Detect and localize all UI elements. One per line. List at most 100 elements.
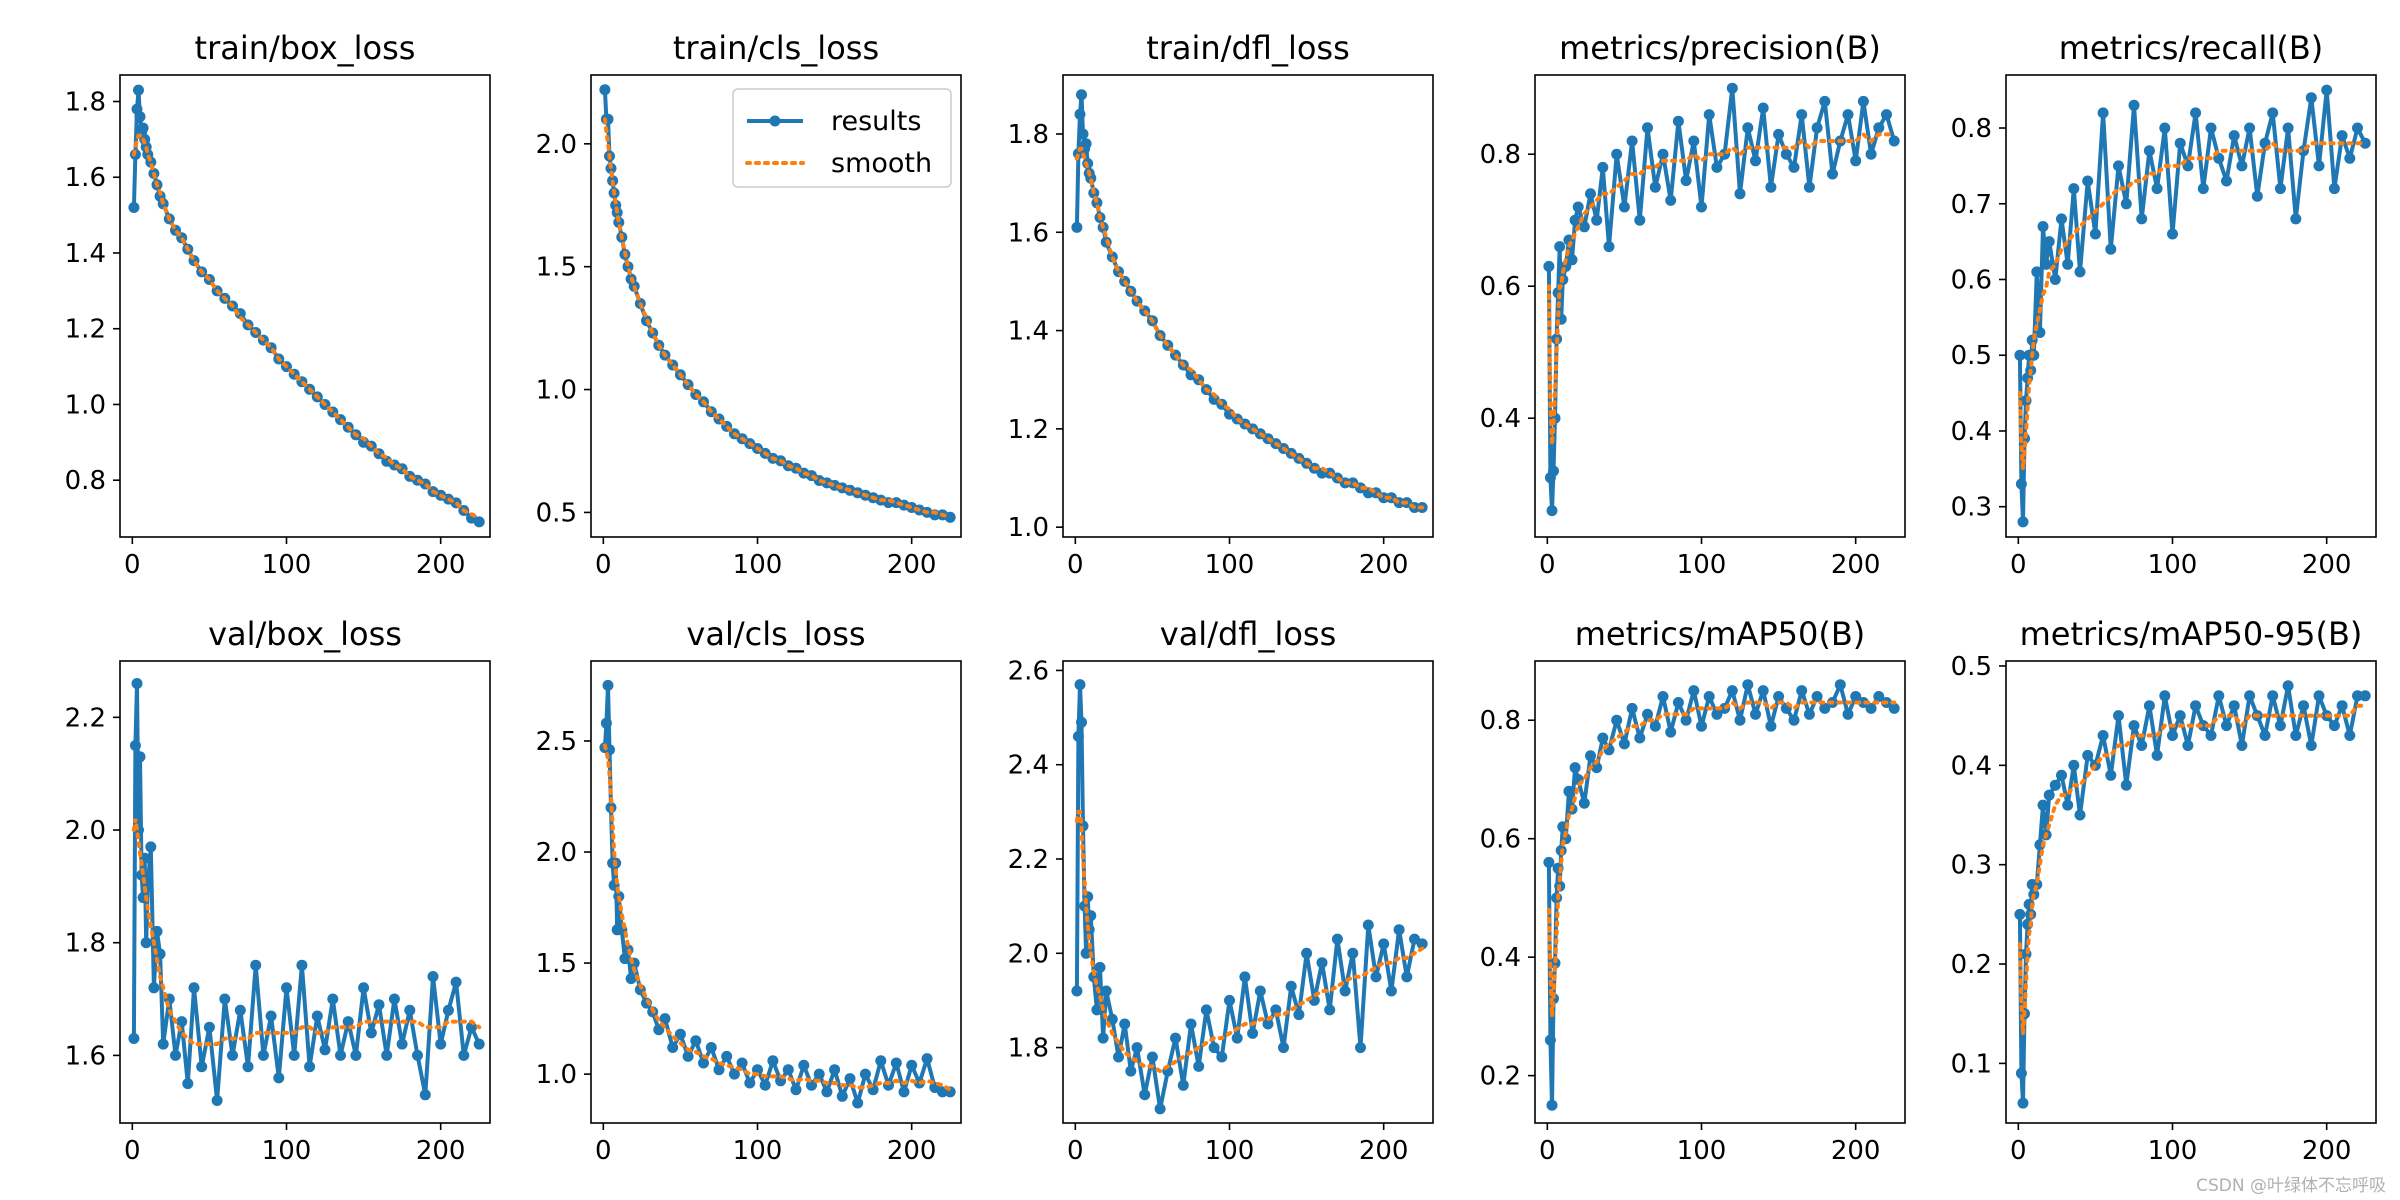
results-point (196, 1061, 208, 1073)
smooth-line (131, 133, 482, 521)
results-point (2205, 730, 2217, 741)
x-tick-label: 200 (887, 1136, 937, 1166)
x-tick-label: 200 (1359, 550, 1409, 580)
axes-frame (1534, 660, 1906, 1124)
results-point (1657, 691, 1669, 702)
results-point (1865, 148, 1877, 160)
results-point (129, 740, 141, 751)
results-point (2336, 130, 2348, 142)
results-point (1703, 691, 1715, 702)
results-point (1750, 155, 1761, 167)
y-tick-label: 0.3 (1951, 493, 1992, 523)
results-point (1711, 161, 1723, 173)
results-point (2244, 690, 2256, 702)
y-tick-label: 0.4 (1480, 404, 1521, 434)
x-tick-label: 0 (2010, 550, 2027, 580)
results-point (1597, 161, 1609, 173)
results-point (2105, 243, 2117, 255)
results-point (798, 1059, 810, 1071)
results-point (1819, 95, 1831, 107)
y-tick-label: 2.0 (1008, 939, 1049, 969)
results-point (2097, 107, 2109, 119)
results-point (1750, 708, 1761, 720)
results-point (1071, 221, 1083, 233)
smooth-line (1546, 699, 1897, 1017)
results-point (2074, 266, 2086, 278)
results-point (412, 1049, 423, 1061)
results-point (2167, 730, 2178, 741)
results-point (1355, 1042, 1366, 1054)
y-tick-label: 0.2 (1951, 950, 1992, 980)
results-point (2017, 1097, 2029, 1109)
x-tick-label: 100 (1677, 550, 1727, 580)
results-point (1239, 971, 1251, 983)
results-point (1672, 697, 1684, 708)
plot-title: metrics/mAP50(B) (1575, 615, 1866, 653)
results-point (1231, 1032, 1243, 1044)
results-point (1146, 1051, 1158, 1063)
results-point (365, 1027, 377, 1039)
results-point (2221, 175, 2232, 187)
results-point (1742, 122, 1754, 134)
x-tick-label: 0 (124, 1136, 141, 1166)
results-point (690, 1035, 702, 1047)
results-point (1378, 938, 1390, 950)
results-point (435, 1038, 447, 1050)
results-point (2159, 122, 2171, 134)
results-point (2274, 183, 2286, 195)
results-point (1113, 1051, 1124, 1063)
results-point (1665, 194, 1677, 206)
results-point (419, 1089, 431, 1101)
y-tick-label: 1.8 (65, 88, 106, 118)
results-point (2043, 236, 2055, 248)
results-point (1569, 214, 1581, 226)
plot-area (1543, 82, 1900, 517)
y-tick-label: 0.8 (1480, 140, 1521, 170)
results-point (1597, 732, 1609, 744)
results-point (875, 1055, 887, 1067)
results-point (1773, 691, 1785, 702)
results-point (2143, 700, 2155, 712)
results-point (1857, 95, 1869, 107)
y-tick-label: 2.0 (536, 838, 577, 868)
results-point (1131, 1042, 1143, 1054)
y-tick-label: 1.6 (1008, 218, 1049, 248)
results-point (1554, 241, 1566, 253)
results-point (1544, 1034, 1556, 1046)
x-tick-label: 100 (1205, 1136, 1255, 1166)
results-point (2043, 789, 2055, 801)
results-point (1393, 924, 1405, 936)
subplot-val-cls-loss: val/cls_loss 0 100 200 1.0 1.5 2.0 2.5 (536, 615, 962, 1166)
results-point (250, 959, 262, 971)
x-tick-label: 100 (1205, 550, 1255, 580)
results-point (1262, 1018, 1274, 1030)
plot-area (599, 679, 956, 1109)
results-point (148, 982, 160, 994)
results-point (1680, 175, 1692, 187)
watermark: CSDN @叶绿体不忘呼吸 (2196, 1176, 2386, 1196)
results-point (242, 1061, 254, 1073)
results-point (157, 1038, 169, 1050)
results-point (806, 1079, 817, 1091)
results-point (2031, 266, 2043, 278)
results-point (133, 84, 144, 96)
results-point (1734, 188, 1746, 200)
plot-area (2014, 680, 2371, 1109)
axes-frame (119, 74, 491, 538)
subplot-val-box-loss: val/box_loss 0 100 200 1.6 1.8 2.0 2.2 (65, 615, 491, 1166)
results-point (1611, 148, 1623, 160)
results-point (2128, 99, 2140, 111)
results-point (2274, 720, 2286, 732)
results-point (311, 1010, 323, 1022)
results-point (1591, 762, 1603, 774)
y-tick-label: 1.2 (65, 315, 106, 345)
results-point (2014, 349, 2026, 361)
results-point (1688, 135, 1700, 147)
results-point (1834, 679, 1846, 691)
results-point (674, 1028, 686, 1040)
results-point (2359, 690, 2371, 702)
results-point (1696, 201, 1707, 213)
axes-frame (1062, 74, 1434, 538)
results-point (921, 1053, 933, 1065)
results-point (2049, 779, 2061, 791)
